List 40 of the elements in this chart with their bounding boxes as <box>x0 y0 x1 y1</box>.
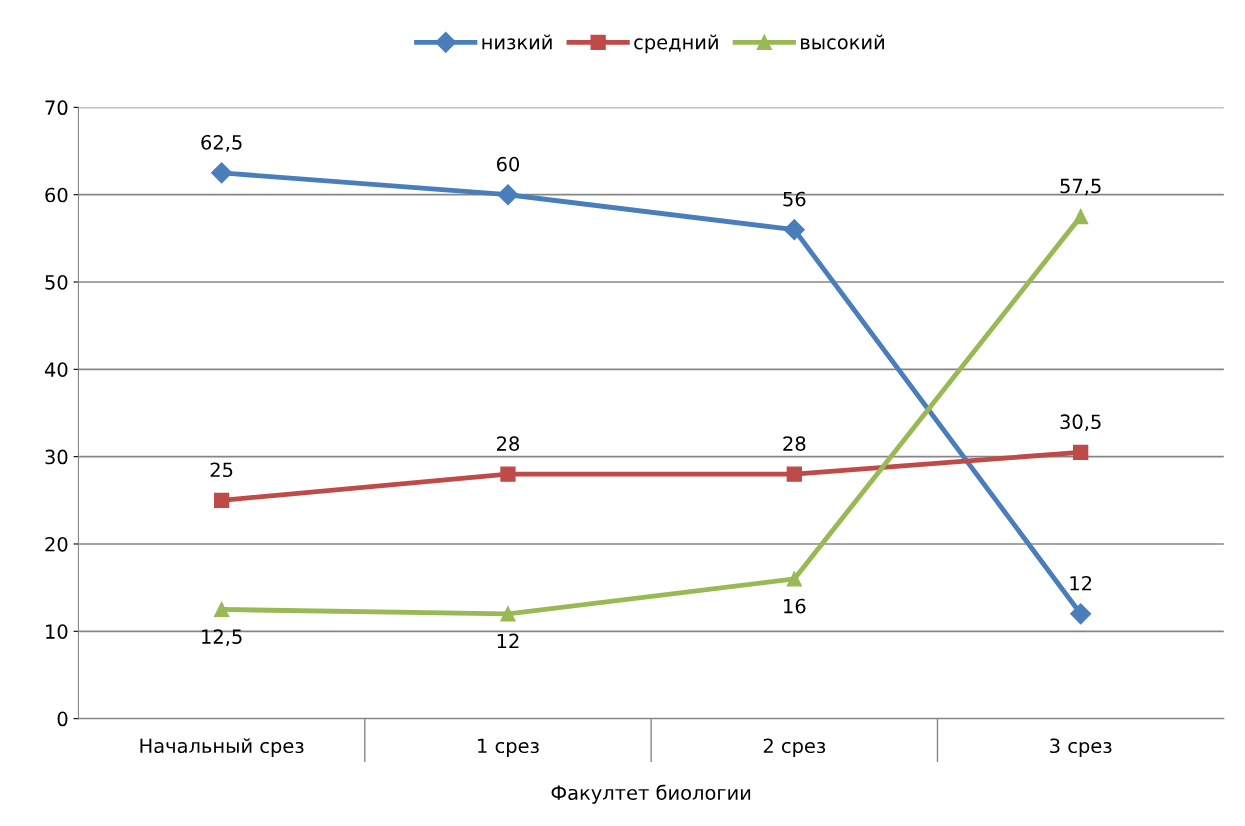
point <box>1073 208 1089 225</box>
y-tick-label: 10 <box>46 624 68 639</box>
data-label: 28 <box>497 436 519 451</box>
data-label: 12 <box>497 633 519 649</box>
point <box>1070 603 1092 625</box>
x-axis-title: Факултет биологии <box>551 784 751 804</box>
y-tick-label: 0 <box>57 711 68 727</box>
point <box>1073 444 1089 460</box>
data-label: 30,5 <box>1060 414 1101 432</box>
data-label: 28 <box>783 436 806 451</box>
x-tick-label: 1 срез <box>478 738 539 757</box>
y-tick-label: 20 <box>45 536 68 552</box>
y-tick-label: 40 <box>44 362 68 377</box>
data-label: 12 <box>1070 575 1092 591</box>
data-label: 25 <box>210 462 233 478</box>
point <box>786 466 802 482</box>
y-tick-label: 30 <box>45 449 68 465</box>
legend-label: низкий <box>482 34 552 50</box>
x-tick-label: 2 срез <box>763 738 826 757</box>
x-tick-label: Начальный срез <box>140 738 304 757</box>
point <box>213 492 230 508</box>
point <box>500 466 516 482</box>
point <box>211 162 233 184</box>
data-label: 62,5 <box>201 134 242 152</box>
y-tick-label: 70 <box>45 100 68 116</box>
data-label: 60 <box>496 156 520 172</box>
point <box>497 184 519 206</box>
x-tick-label: 3 срез <box>1050 738 1112 757</box>
y-tick-label: 50 <box>45 274 68 290</box>
y-tick-label: 60 <box>45 187 68 203</box>
legend-label: высокий <box>801 34 884 50</box>
legend-label: средний <box>634 34 718 54</box>
point <box>500 606 516 622</box>
data-label: 16 <box>784 598 806 614</box>
data-label: 57,5 <box>1060 178 1101 196</box>
point <box>213 601 230 618</box>
data-label: 56 <box>783 191 806 207</box>
data-label: 12,5 <box>202 629 242 646</box>
point <box>783 219 805 241</box>
point <box>786 571 802 587</box>
